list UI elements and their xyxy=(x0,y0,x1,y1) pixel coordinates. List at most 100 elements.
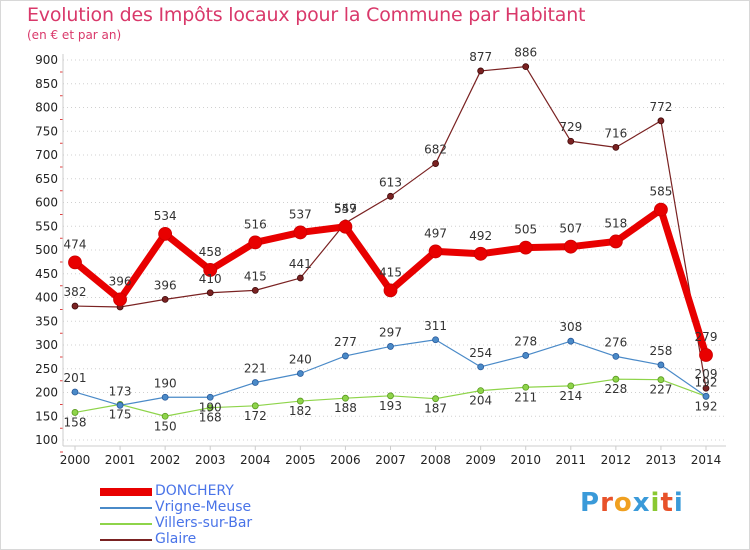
data-label-villers-sur-bar: 150 xyxy=(154,419,177,433)
point-donchery xyxy=(158,226,173,241)
data-label-glaire: 557 xyxy=(334,202,357,216)
point-glaire xyxy=(522,63,530,71)
data-label-donchery: 279 xyxy=(695,330,718,344)
data-label-donchery: 415 xyxy=(379,265,402,279)
data-label-donchery: 534 xyxy=(154,209,177,223)
gridlines xyxy=(63,59,726,441)
x-tick-label: 2006 xyxy=(330,453,361,467)
data-label-vrigne-meuse: 192 xyxy=(695,375,718,389)
point-donchery xyxy=(518,240,533,255)
point-glaire xyxy=(71,302,79,310)
x-tick-label: 2007 xyxy=(375,453,406,467)
y-tick-label: 500 xyxy=(35,243,58,257)
data-label-villers-sur-bar: 187 xyxy=(424,402,447,416)
x-tick-label: 2005 xyxy=(285,453,316,467)
point-vrigne-meuse xyxy=(477,363,485,371)
legend-label: DONCHERY xyxy=(155,483,234,499)
data-label-villers-sur-bar: 211 xyxy=(514,390,537,404)
point-donchery xyxy=(338,219,353,234)
data-label-villers-sur-bar: 227 xyxy=(649,383,672,397)
point-glaire xyxy=(657,117,665,125)
data-label-glaire: 209 xyxy=(695,367,718,381)
point-vrigne-meuse xyxy=(567,337,575,345)
x-tick-label: 2012 xyxy=(601,453,632,467)
point-villers-sur-bar xyxy=(342,394,349,402)
point-glaire xyxy=(567,137,575,145)
data-label-glaire: 410 xyxy=(199,272,222,286)
y-tick-label: 250 xyxy=(35,362,58,376)
data-label-villers-sur-bar: 182 xyxy=(289,404,312,418)
legend-swatch xyxy=(100,539,152,541)
chart-title: Evolution des Impôts locaux pour la Comm… xyxy=(27,4,586,26)
data-label-villers-sur-bar: 204 xyxy=(469,394,492,408)
data-label-villers-sur-bar: 228 xyxy=(604,382,627,396)
data-label-donchery: 492 xyxy=(469,229,492,243)
y-tick-label: 200 xyxy=(35,386,58,400)
data-label-glaire: 886 xyxy=(514,46,537,60)
x-tick-label: 2013 xyxy=(646,453,677,467)
x-tick-label: 2002 xyxy=(150,453,181,467)
point-vrigne-meuse xyxy=(161,393,169,401)
data-label-vrigne-meuse: 258 xyxy=(649,344,672,358)
legend-label: Vrigne-Meuse xyxy=(155,499,252,515)
x-tick-label: 2014 xyxy=(691,453,722,467)
point-vrigne-meuse xyxy=(387,343,394,350)
point-donchery xyxy=(473,246,488,261)
data-label-villers-sur-bar: 175 xyxy=(109,407,132,421)
x-tick-label: 2004 xyxy=(240,453,271,467)
data-label-donchery: 516 xyxy=(244,217,267,231)
legend-swatch xyxy=(100,523,152,525)
series-layer xyxy=(68,63,713,420)
data-label-vrigne-meuse: 278 xyxy=(514,334,537,348)
data-label-donchery: 518 xyxy=(604,216,627,230)
point-villers-sur-bar xyxy=(612,375,620,383)
data-label-villers-sur-bar: 192 xyxy=(695,399,718,413)
point-vrigne-meuse xyxy=(702,392,710,400)
y-tick-label: 600 xyxy=(35,196,58,210)
y-tick-label: 400 xyxy=(35,291,58,305)
data-label-vrigne-meuse: 311 xyxy=(424,319,447,333)
data-label-glaire: 415 xyxy=(244,269,267,283)
point-villers-sur-bar xyxy=(657,376,665,384)
point-glaire xyxy=(477,67,485,75)
point-villers-sur-bar xyxy=(477,387,485,395)
data-label-vrigne-meuse: 254 xyxy=(469,346,492,360)
data-label-donchery: 458 xyxy=(199,245,222,259)
data-label-vrigne-meuse: 173 xyxy=(109,384,132,398)
point-glaire xyxy=(702,384,710,392)
data-label-vrigne-meuse: 277 xyxy=(334,335,357,349)
data-label-donchery: 474 xyxy=(64,237,87,251)
data-label-glaire: 682 xyxy=(424,143,447,157)
data-label-glaire: 441 xyxy=(289,257,312,271)
data-label-glaire: 396 xyxy=(154,278,177,292)
point-glaire xyxy=(432,160,439,167)
data-label-glaire: 613 xyxy=(379,175,402,189)
data-label-vrigne-meuse: 297 xyxy=(379,325,402,339)
point-villers-sur-bar xyxy=(387,392,394,400)
data-label-glaire: 772 xyxy=(649,100,672,114)
data-label-donchery: 505 xyxy=(514,223,537,237)
data-label-villers-sur-bar: 214 xyxy=(559,389,582,403)
point-donchery xyxy=(248,235,263,250)
point-glaire xyxy=(387,192,394,200)
data-label-donchery: 507 xyxy=(559,222,582,236)
point-donchery xyxy=(428,244,443,259)
y-tick-label: 750 xyxy=(35,124,58,138)
data-label-vrigne-meuse: 276 xyxy=(604,335,627,349)
y-tick-label: 100 xyxy=(35,433,58,447)
data-label-donchery: 396 xyxy=(109,274,132,288)
y-tick-label: 150 xyxy=(35,409,58,423)
y-tick-label: 550 xyxy=(35,219,58,233)
point-vrigne-meuse xyxy=(612,352,620,360)
data-label-donchery: 537 xyxy=(289,207,312,221)
data-label-glaire: 877 xyxy=(469,50,492,64)
x-tick-label: 2000 xyxy=(60,453,91,467)
data-label-donchery: 585 xyxy=(649,185,672,199)
point-glaire xyxy=(206,289,214,297)
legend-label: Glaire xyxy=(155,531,197,547)
data-label-villers-sur-bar: 172 xyxy=(244,409,267,423)
data-label-vrigne-meuse: 201 xyxy=(64,371,87,385)
legend-swatch xyxy=(100,507,152,509)
point-villers-sur-bar xyxy=(432,395,439,403)
point-glaire xyxy=(161,295,169,303)
